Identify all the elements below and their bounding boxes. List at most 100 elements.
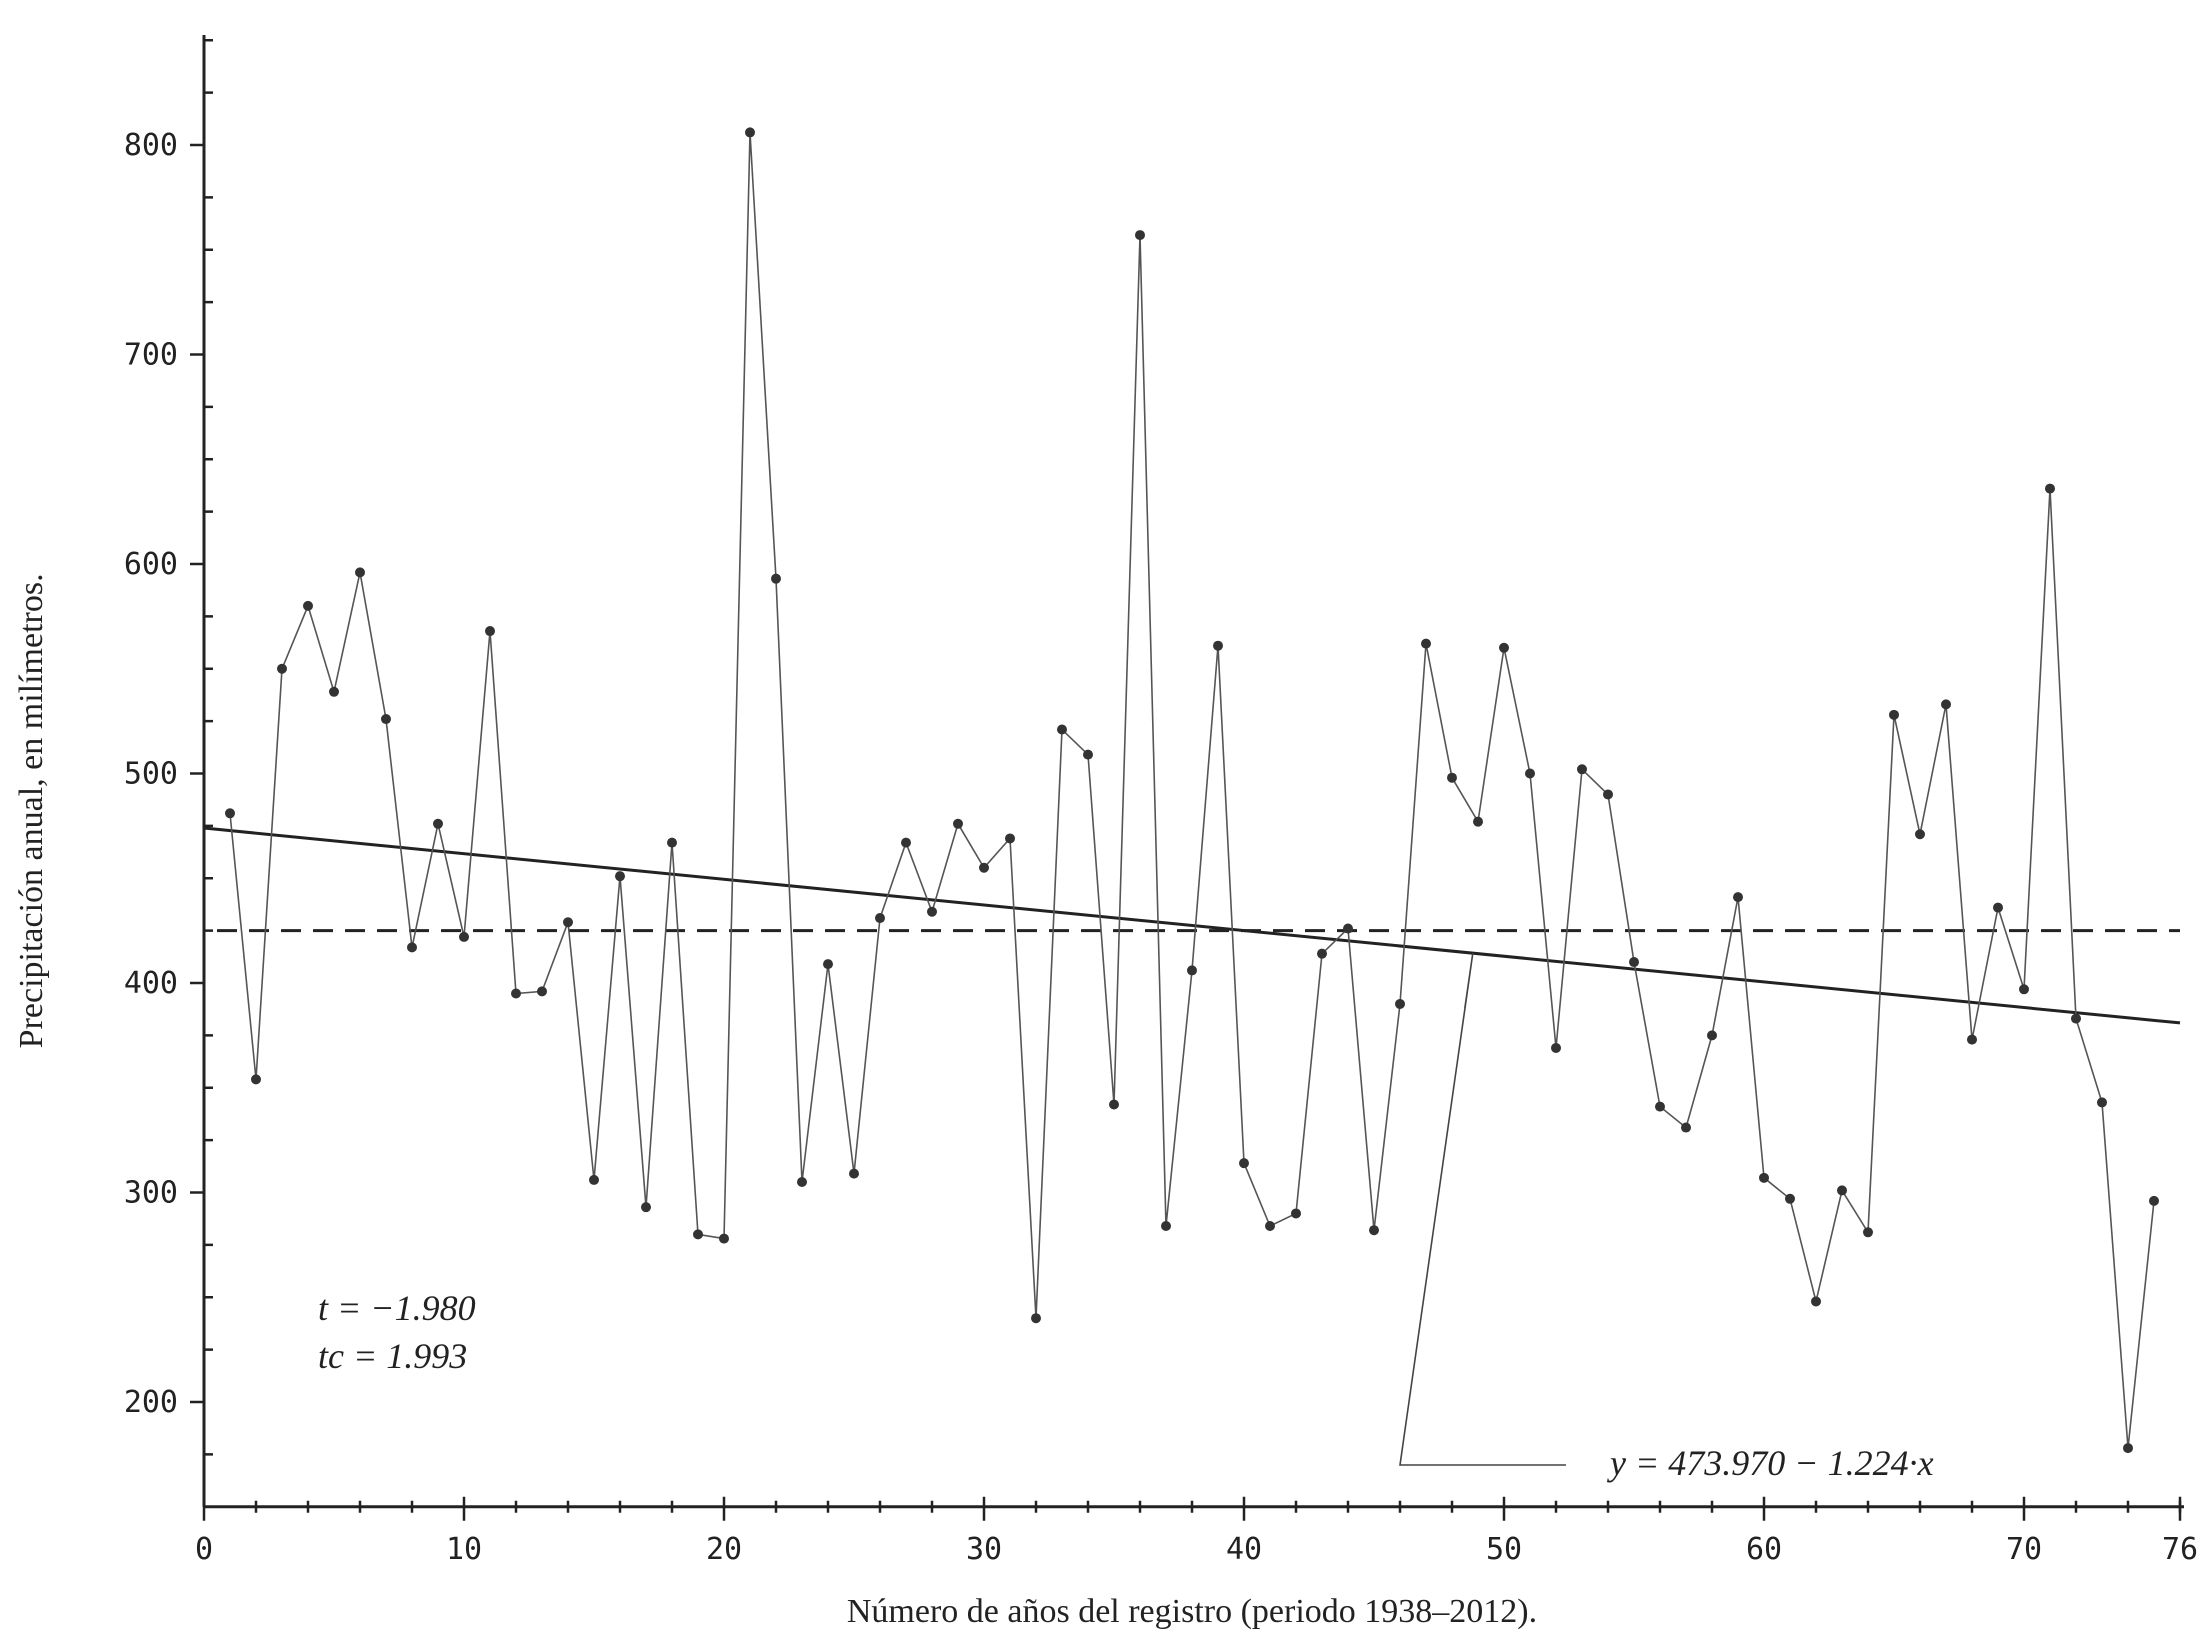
data-point <box>563 917 573 928</box>
data-point <box>1005 833 1015 844</box>
data-point <box>485 626 495 637</box>
y-tick-label: 800 <box>124 128 178 163</box>
data-point <box>277 663 287 674</box>
data-point <box>1915 829 1925 840</box>
data-point <box>849 1168 859 1179</box>
data-point <box>407 942 417 953</box>
axes: 200 300 400 500 600 700 800 0 10 20 30 40 50 60 70 76 <box>124 35 2198 1567</box>
data-point <box>1941 699 1951 710</box>
data-point <box>1993 902 2003 913</box>
series-points <box>225 127 2159 1454</box>
data-point <box>1031 1313 1041 1324</box>
data-point <box>719 1233 729 1244</box>
data-point <box>1135 230 1145 241</box>
data-point <box>1057 724 1067 735</box>
x-tick-label: 40 <box>1226 1532 1262 1567</box>
data-point <box>225 808 235 819</box>
data-point <box>953 818 963 829</box>
y-tick-label: 400 <box>124 966 178 1001</box>
data-point <box>1473 816 1483 827</box>
data-point <box>641 1202 651 1213</box>
data-point <box>1863 1227 1873 1238</box>
series-line <box>229 132 2155 1449</box>
y-tick-label: 600 <box>124 547 178 582</box>
data-point <box>1447 772 1457 783</box>
data-point <box>667 837 677 848</box>
y-ticks: 200 300 400 500 600 700 800 <box>124 39 213 1508</box>
data-point <box>875 913 885 924</box>
data-point <box>2123 1443 2133 1454</box>
data-point <box>2019 984 2029 995</box>
data-point <box>433 818 443 829</box>
x-tick-label: 0 <box>195 1532 213 1567</box>
data-point <box>251 1074 261 1085</box>
data-point <box>1291 1208 1301 1219</box>
data-point <box>1369 1225 1379 1236</box>
data-point <box>1525 768 1535 779</box>
data-point <box>1421 638 1431 649</box>
data-point <box>901 837 911 848</box>
data-point <box>615 871 625 882</box>
data-point <box>2045 483 2055 494</box>
data-point <box>1161 1221 1171 1232</box>
data-point <box>1681 1122 1691 1133</box>
tc-label: tc = 1.993 <box>318 1336 467 1376</box>
data-point <box>1083 749 1093 760</box>
data-point <box>303 600 313 611</box>
data-point <box>1551 1042 1561 1053</box>
data-point <box>1603 789 1613 800</box>
x-tick-label: 70 <box>2006 1532 2042 1567</box>
data-point <box>537 986 547 997</box>
y-tick-label: 200 <box>124 1385 178 1420</box>
equation-label: y = 473.970 − 1.224·x <box>1607 1443 1934 1483</box>
x-tick-label: 30 <box>966 1532 1002 1567</box>
data-point <box>381 714 391 725</box>
x-axis-title: Número de años del registro (periodo 193… <box>847 1593 1537 1630</box>
y-tick-label: 700 <box>124 338 178 373</box>
data-point <box>1733 892 1743 903</box>
y-tick-label: 300 <box>124 1176 178 1211</box>
data-point <box>589 1174 599 1185</box>
data-point <box>1499 642 1509 653</box>
data-point <box>693 1229 703 1240</box>
y-axis-title: Precipitación anual, en milímetros. <box>13 573 50 1048</box>
data-point <box>1811 1296 1821 1307</box>
data-point <box>329 686 339 697</box>
data-point <box>1837 1185 1847 1196</box>
data-point <box>1213 640 1223 651</box>
data-point <box>1707 1030 1717 1041</box>
data-point <box>979 862 989 873</box>
data-point <box>1967 1034 1977 1045</box>
data-point <box>1187 965 1197 976</box>
x-ticks: 0 10 20 30 40 50 60 70 76 <box>195 1496 2198 1567</box>
data-point <box>2071 1013 2081 1024</box>
data-point <box>1629 957 1639 968</box>
data-point <box>1317 948 1327 959</box>
x-tick-label: 50 <box>1486 1532 1522 1567</box>
data-point <box>1785 1193 1795 1204</box>
data-point <box>1577 764 1587 775</box>
trend-line <box>203 826 2181 1025</box>
data-point <box>823 959 833 970</box>
data-point <box>1889 709 1899 720</box>
x-tick-label: 20 <box>706 1532 742 1567</box>
data-point <box>771 573 781 584</box>
data-point <box>355 567 365 578</box>
data-point <box>459 931 469 942</box>
data-point <box>745 127 755 138</box>
t-label: t = −1.980 <box>318 1288 476 1328</box>
data-point <box>2149 1195 2159 1206</box>
data-point <box>2097 1097 2107 1108</box>
data-point <box>511 988 521 999</box>
data-point <box>1343 923 1353 934</box>
data-point <box>1655 1101 1665 1112</box>
data-point <box>797 1177 807 1188</box>
x-tick-label: 76 <box>2162 1532 2198 1567</box>
y-tick-label: 500 <box>124 757 178 792</box>
data-point <box>1239 1158 1249 1169</box>
data-point <box>1109 1099 1119 1110</box>
data-point <box>927 906 937 917</box>
x-tick-label: 60 <box>1746 1532 1782 1567</box>
data-point <box>1395 998 1405 1009</box>
